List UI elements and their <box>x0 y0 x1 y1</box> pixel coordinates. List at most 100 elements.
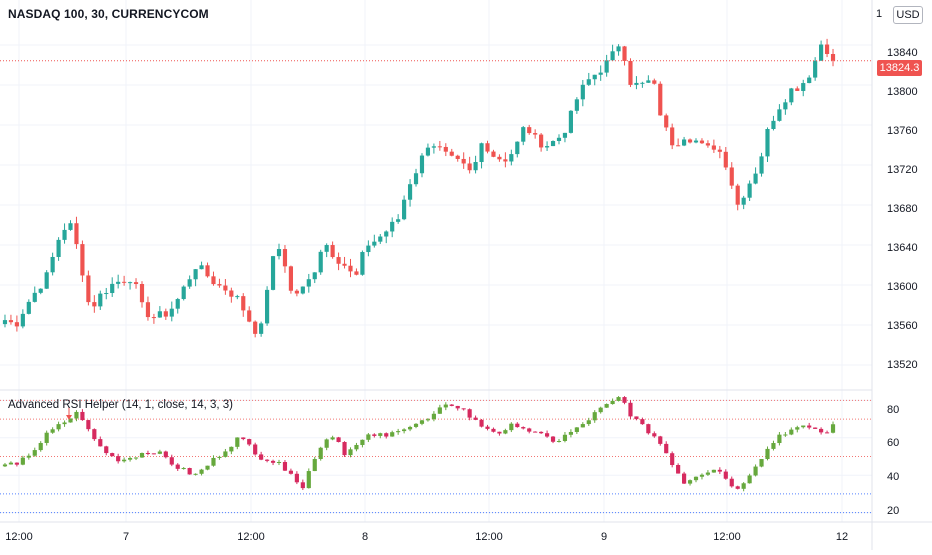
rsi-bar <box>407 426 413 430</box>
rsi-bar <box>163 451 168 458</box>
candle-body <box>467 163 472 171</box>
rsi-bar <box>717 469 722 472</box>
symbol-title[interactable]: NASDAQ 100, 30, CURRENCYCOM <box>8 7 209 21</box>
rsi-bar <box>729 478 734 487</box>
candle-body <box>92 302 97 307</box>
candle-body <box>282 249 288 267</box>
candle-body <box>199 265 204 270</box>
rsi-bar <box>795 427 800 430</box>
price-tick: 13720 <box>887 164 918 176</box>
rsi-bar <box>265 459 270 461</box>
rsi-bar <box>652 433 657 437</box>
candle-body <box>419 155 425 174</box>
rsi-bar <box>342 442 347 456</box>
rsi-bar <box>26 455 31 458</box>
rsi-bar <box>789 429 794 435</box>
rsi-bar <box>556 440 562 442</box>
candle-body <box>723 151 728 168</box>
rsi-bar <box>783 434 788 436</box>
rsi-bar <box>550 436 556 442</box>
candle-body <box>789 88 794 103</box>
price-tick: 13760 <box>887 125 918 137</box>
rsi-bar <box>622 397 627 403</box>
rsi-bar <box>533 431 538 433</box>
candle-body <box>747 183 752 198</box>
rsi-bar <box>157 451 162 454</box>
rsi-bar <box>80 411 85 421</box>
candle-body <box>646 80 651 83</box>
rsi-bar <box>640 419 645 425</box>
candle-body <box>300 286 305 294</box>
candle-body <box>801 83 806 91</box>
candle-body <box>676 145 681 147</box>
rsi-tick: 60 <box>887 437 900 449</box>
price-tick: 13640 <box>887 242 918 254</box>
candle-body <box>270 256 276 290</box>
rsi-bar <box>580 424 585 428</box>
candle-body <box>187 279 192 287</box>
rsi-bar <box>205 465 210 470</box>
rsi-bar <box>276 462 282 464</box>
time-tick: 12:00 <box>713 531 741 543</box>
rsi-bar <box>312 459 317 472</box>
rsi-bar <box>74 411 79 419</box>
rsi-bar <box>44 432 49 443</box>
candle-body <box>68 223 73 230</box>
candle-body <box>217 284 222 286</box>
currency-button[interactable]: USD <box>893 6 923 24</box>
candle-body <box>622 46 627 61</box>
scale-hint: 1 <box>876 8 883 20</box>
rsi-bar <box>360 439 365 445</box>
rsi-bar <box>753 466 758 476</box>
candle-body <box>658 83 663 116</box>
candle-body <box>407 184 413 200</box>
rsi-bar <box>366 434 371 440</box>
rsi-bar <box>336 437 341 443</box>
rsi-bar <box>413 423 419 427</box>
rsi-bar <box>354 444 359 450</box>
candle-body <box>550 141 556 147</box>
candle-body <box>824 44 830 54</box>
rsi-bar <box>628 402 633 417</box>
candle-body <box>807 77 812 84</box>
candle-body <box>640 82 645 84</box>
indicator-title[interactable]: Advanced RSI Helper (14, 1, close, 14, 3… <box>8 399 234 411</box>
rsi-bar <box>485 426 490 429</box>
candle-body <box>586 79 591 85</box>
rsi-bar <box>437 407 442 414</box>
signal-marker <box>66 415 72 420</box>
candle-body <box>312 272 317 280</box>
rsi-bar <box>693 476 699 481</box>
candle-body <box>604 60 609 73</box>
candle-body <box>253 321 258 334</box>
candle-body <box>693 140 699 143</box>
rsi-bar <box>253 444 258 455</box>
candle-body <box>259 323 264 334</box>
candle-body <box>568 110 573 133</box>
candle-body <box>574 99 579 111</box>
rsi-bar <box>145 452 151 454</box>
candle-body <box>104 293 109 295</box>
rsi-bar <box>687 480 693 484</box>
rsi-bar <box>830 424 836 433</box>
rsi-bar <box>544 433 550 437</box>
candle-body <box>32 292 37 302</box>
candle-body <box>813 60 818 78</box>
candle-body <box>26 301 31 314</box>
rsi-bar <box>592 412 597 421</box>
rsi-bar <box>306 471 311 489</box>
rsi-bar <box>139 452 145 458</box>
rsi-bar <box>348 449 353 456</box>
rsi-bar <box>568 431 573 435</box>
candle-body <box>133 282 139 285</box>
candle-body <box>687 139 693 143</box>
rsi-bar <box>824 432 830 434</box>
rsi-bar <box>98 439 103 447</box>
rsi-bar <box>735 486 740 489</box>
rsi-bar <box>294 473 299 483</box>
rsi-bar <box>32 450 37 456</box>
rsi-bar <box>86 420 91 430</box>
candle-body <box>819 44 824 61</box>
